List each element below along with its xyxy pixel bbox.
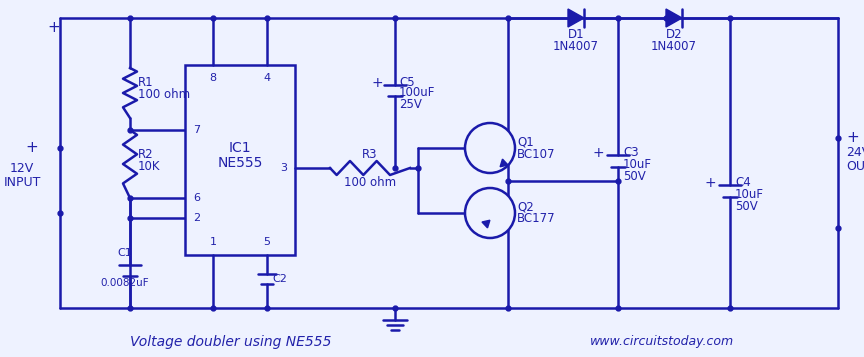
Text: Voltage doubler using NE555: Voltage doubler using NE555	[130, 335, 332, 349]
Text: 100 ohm: 100 ohm	[344, 176, 396, 188]
Text: 12V: 12V	[10, 161, 34, 175]
Text: 4: 4	[264, 73, 270, 83]
Text: Q2: Q2	[517, 201, 534, 213]
Text: C5: C5	[399, 75, 415, 89]
Text: 10uF: 10uF	[623, 159, 652, 171]
Text: C4: C4	[735, 176, 751, 190]
Bar	[185, 65, 295, 255]
Polygon shape	[568, 9, 584, 27]
Text: R2: R2	[138, 147, 154, 161]
Polygon shape	[500, 159, 508, 167]
Text: C1: C1	[118, 248, 132, 258]
Text: C3: C3	[623, 146, 638, 160]
Text: 8: 8	[209, 73, 217, 83]
Text: IC1: IC1	[229, 141, 251, 155]
Circle shape	[465, 188, 515, 238]
Text: 1N4007: 1N4007	[553, 40, 599, 52]
Text: +: +	[48, 20, 60, 35]
Text: 100uF: 100uF	[399, 86, 435, 100]
Text: 10K: 10K	[138, 161, 161, 174]
Text: +: +	[26, 141, 38, 156]
Text: C2: C2	[272, 274, 287, 284]
Text: 1N4007: 1N4007	[651, 40, 697, 52]
Text: +: +	[704, 176, 716, 190]
Text: 50V: 50V	[623, 171, 645, 183]
Text: +: +	[593, 146, 604, 160]
Text: 25V: 25V	[399, 99, 422, 111]
Text: R3: R3	[362, 147, 378, 161]
Text: INPUT: INPUT	[3, 176, 41, 188]
Text: 7: 7	[193, 125, 200, 135]
Text: 2: 2	[193, 213, 200, 223]
Text: BC177: BC177	[517, 212, 556, 226]
Polygon shape	[482, 220, 490, 228]
Polygon shape	[666, 9, 682, 27]
Text: R1: R1	[138, 75, 154, 89]
Text: 6: 6	[193, 193, 200, 203]
Text: 3: 3	[280, 163, 287, 173]
Text: 50V: 50V	[735, 201, 758, 213]
Text: 0.0082uF: 0.0082uF	[101, 278, 149, 288]
Text: NE555: NE555	[218, 156, 263, 170]
Text: www.circuitstoday.com: www.circuitstoday.com	[590, 336, 734, 348]
Text: +: +	[372, 76, 383, 90]
Text: Q1: Q1	[517, 136, 534, 149]
Text: D2: D2	[665, 29, 683, 41]
Text: D1: D1	[568, 29, 584, 41]
Text: 100 ohm: 100 ohm	[138, 89, 190, 101]
Text: +: +	[846, 131, 859, 146]
Circle shape	[465, 123, 515, 173]
Text: 24V: 24V	[846, 146, 864, 160]
Text: 1: 1	[209, 237, 217, 247]
Text: OUTPUT: OUTPUT	[846, 160, 864, 172]
Text: 10uF: 10uF	[735, 188, 764, 201]
Text: BC107: BC107	[517, 147, 556, 161]
Text: 5: 5	[264, 237, 270, 247]
